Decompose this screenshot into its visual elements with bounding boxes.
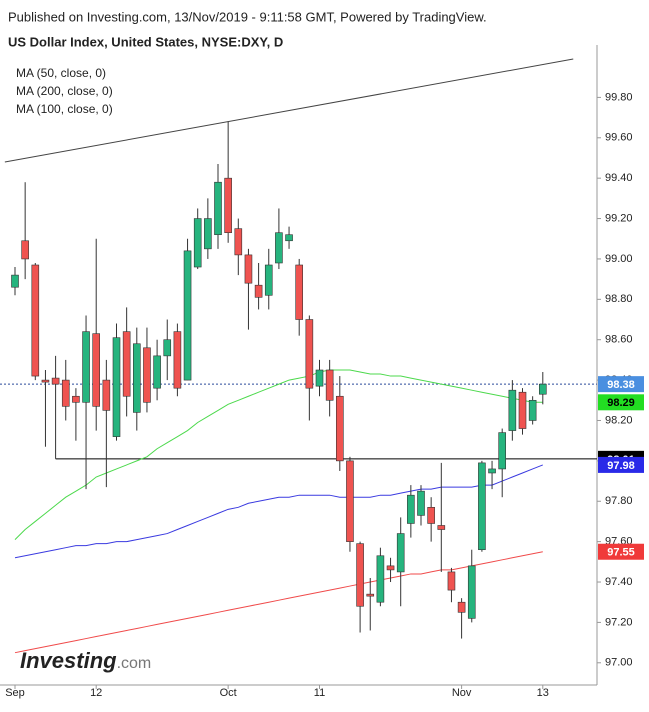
candle-body bbox=[325, 369, 334, 401]
y-tick-label: 99.00 bbox=[605, 253, 633, 265]
candle-body bbox=[508, 389, 517, 431]
x-tick-label: Sep bbox=[5, 687, 25, 699]
candle-body bbox=[143, 347, 151, 403]
candle-body bbox=[427, 507, 435, 524]
candle-body bbox=[285, 234, 293, 242]
y-tick-label: 99.40 bbox=[605, 172, 633, 184]
chart-title: US Dollar Index, United States, NYSE:DXY… bbox=[8, 34, 283, 49]
candle-body bbox=[214, 181, 222, 236]
candle-body bbox=[417, 490, 425, 516]
trend-line bbox=[4, 58, 574, 163]
y-tick-label: 99.80 bbox=[605, 91, 633, 103]
candle-body bbox=[315, 369, 324, 387]
candle-body bbox=[518, 391, 527, 429]
candle-body bbox=[386, 565, 395, 571]
x-tick-label: 11 bbox=[314, 687, 325, 699]
candle-body bbox=[204, 218, 212, 250]
candle-body bbox=[295, 264, 304, 320]
candle-body bbox=[264, 264, 273, 296]
ma-line bbox=[14, 464, 543, 559]
candle-body bbox=[224, 177, 232, 233]
y-tick-label: 99.60 bbox=[605, 132, 633, 144]
candle-body bbox=[396, 533, 405, 573]
candle-body bbox=[407, 494, 415, 524]
candle-body bbox=[112, 337, 121, 437]
y-tick-label: 98.80 bbox=[605, 293, 633, 305]
candle-body bbox=[478, 462, 486, 551]
candle-body bbox=[498, 432, 507, 470]
candle-body bbox=[346, 460, 354, 542]
candle-body bbox=[254, 284, 263, 298]
price-tag bbox=[598, 543, 644, 560]
logo-suffix: .com bbox=[117, 655, 152, 672]
price-tag-label: 97.55 bbox=[607, 547, 635, 559]
candle-body bbox=[82, 331, 90, 403]
candle-body bbox=[447, 571, 456, 591]
candle-body bbox=[457, 601, 466, 613]
candle-body bbox=[467, 565, 476, 619]
candle-body bbox=[51, 377, 60, 385]
price-tag-label: 98.29 bbox=[607, 397, 635, 409]
y-tick-label: 97.00 bbox=[605, 657, 633, 669]
candle-body bbox=[61, 379, 70, 407]
candle-body bbox=[133, 343, 141, 413]
candle-body bbox=[163, 339, 172, 357]
header: Published on Investing.com, 13/Nov/2019 … bbox=[8, 9, 487, 24]
x-tick-label: 13 bbox=[537, 687, 549, 699]
logo: Investing bbox=[20, 648, 117, 673]
candle-body bbox=[173, 331, 182, 389]
candle-body bbox=[21, 240, 29, 260]
candle-body bbox=[275, 232, 283, 264]
candle-body bbox=[72, 395, 80, 403]
candle-body bbox=[234, 228, 243, 256]
candle-body bbox=[488, 468, 496, 474]
x-tick-label: Nov bbox=[452, 687, 472, 699]
y-tick-label: 98.20 bbox=[605, 414, 633, 426]
candle-body bbox=[122, 331, 131, 397]
price-tag bbox=[598, 456, 644, 473]
candle-body bbox=[102, 379, 111, 411]
candle-body bbox=[41, 379, 50, 383]
candle-body bbox=[92, 333, 100, 407]
y-tick-label: 98.60 bbox=[605, 334, 633, 346]
price-tag bbox=[598, 394, 644, 411]
y-tick-label: 97.80 bbox=[605, 495, 633, 507]
y-tick-label: 99.20 bbox=[605, 212, 633, 224]
y-tick-label: 97.20 bbox=[605, 616, 633, 628]
candle-body bbox=[376, 555, 385, 603]
ma-line bbox=[14, 369, 543, 540]
candle-body bbox=[244, 254, 253, 284]
ma-line bbox=[14, 551, 543, 654]
candle-body bbox=[11, 274, 19, 288]
legend-label: MA (50, close, 0) bbox=[16, 66, 106, 80]
candle-body bbox=[437, 525, 446, 530]
candle-body bbox=[183, 250, 192, 381]
legend-label: MA (100, close, 0) bbox=[16, 102, 113, 116]
x-tick-label: Oct bbox=[220, 687, 237, 699]
price-tag-label: 97.98 bbox=[607, 460, 635, 472]
candle-body bbox=[538, 383, 547, 395]
candle-body bbox=[193, 218, 202, 268]
candle-body bbox=[335, 395, 344, 462]
x-tick-label: 12 bbox=[90, 687, 102, 699]
candle-body bbox=[356, 543, 364, 607]
candle-body bbox=[305, 319, 314, 389]
legend-label: MA (200, close, 0) bbox=[16, 84, 113, 98]
price-tag-label: 98.38 bbox=[607, 379, 635, 391]
candle-body bbox=[528, 399, 537, 421]
candle-body bbox=[31, 264, 40, 377]
candle-body bbox=[153, 355, 161, 389]
candle-body bbox=[366, 593, 375, 597]
y-tick-label: 97.40 bbox=[605, 576, 633, 588]
price-tag bbox=[598, 376, 644, 393]
